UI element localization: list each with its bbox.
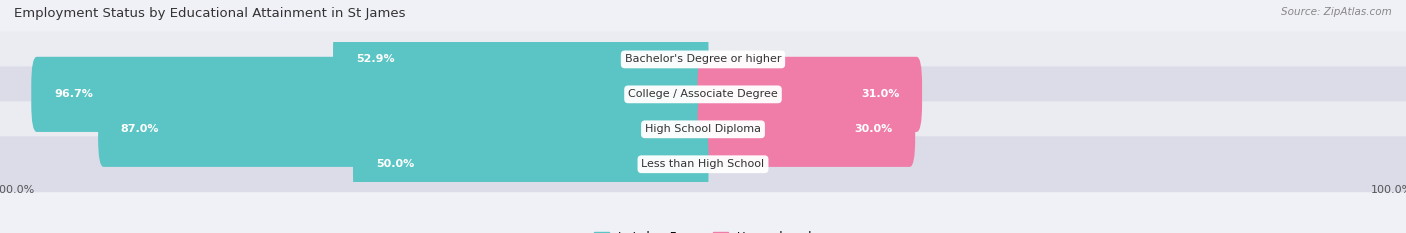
Text: Source: ZipAtlas.com: Source: ZipAtlas.com <box>1281 7 1392 17</box>
Text: College / Associate Degree: College / Associate Degree <box>628 89 778 99</box>
Text: Less than High School: Less than High School <box>641 159 765 169</box>
Legend: In Labor Force, Unemployed: In Labor Force, Unemployed <box>589 226 817 233</box>
Text: Employment Status by Educational Attainment in St James: Employment Status by Educational Attainm… <box>14 7 405 20</box>
Text: 0.0%: 0.0% <box>713 159 741 169</box>
Text: 96.7%: 96.7% <box>53 89 93 99</box>
Text: 87.0%: 87.0% <box>121 124 159 134</box>
Text: 0.0%: 0.0% <box>713 55 741 64</box>
FancyBboxPatch shape <box>697 92 915 167</box>
FancyBboxPatch shape <box>0 136 1406 192</box>
Text: Bachelor's Degree or higher: Bachelor's Degree or higher <box>624 55 782 64</box>
FancyBboxPatch shape <box>697 57 922 132</box>
FancyBboxPatch shape <box>31 57 709 132</box>
Text: 30.0%: 30.0% <box>855 124 893 134</box>
FancyBboxPatch shape <box>0 101 1406 157</box>
FancyBboxPatch shape <box>353 127 709 202</box>
Text: 31.0%: 31.0% <box>860 89 900 99</box>
FancyBboxPatch shape <box>0 66 1406 122</box>
FancyBboxPatch shape <box>0 31 1406 87</box>
Text: High School Diploma: High School Diploma <box>645 124 761 134</box>
FancyBboxPatch shape <box>333 22 709 97</box>
FancyBboxPatch shape <box>98 92 709 167</box>
Text: 50.0%: 50.0% <box>375 159 413 169</box>
Text: 52.9%: 52.9% <box>356 55 395 64</box>
